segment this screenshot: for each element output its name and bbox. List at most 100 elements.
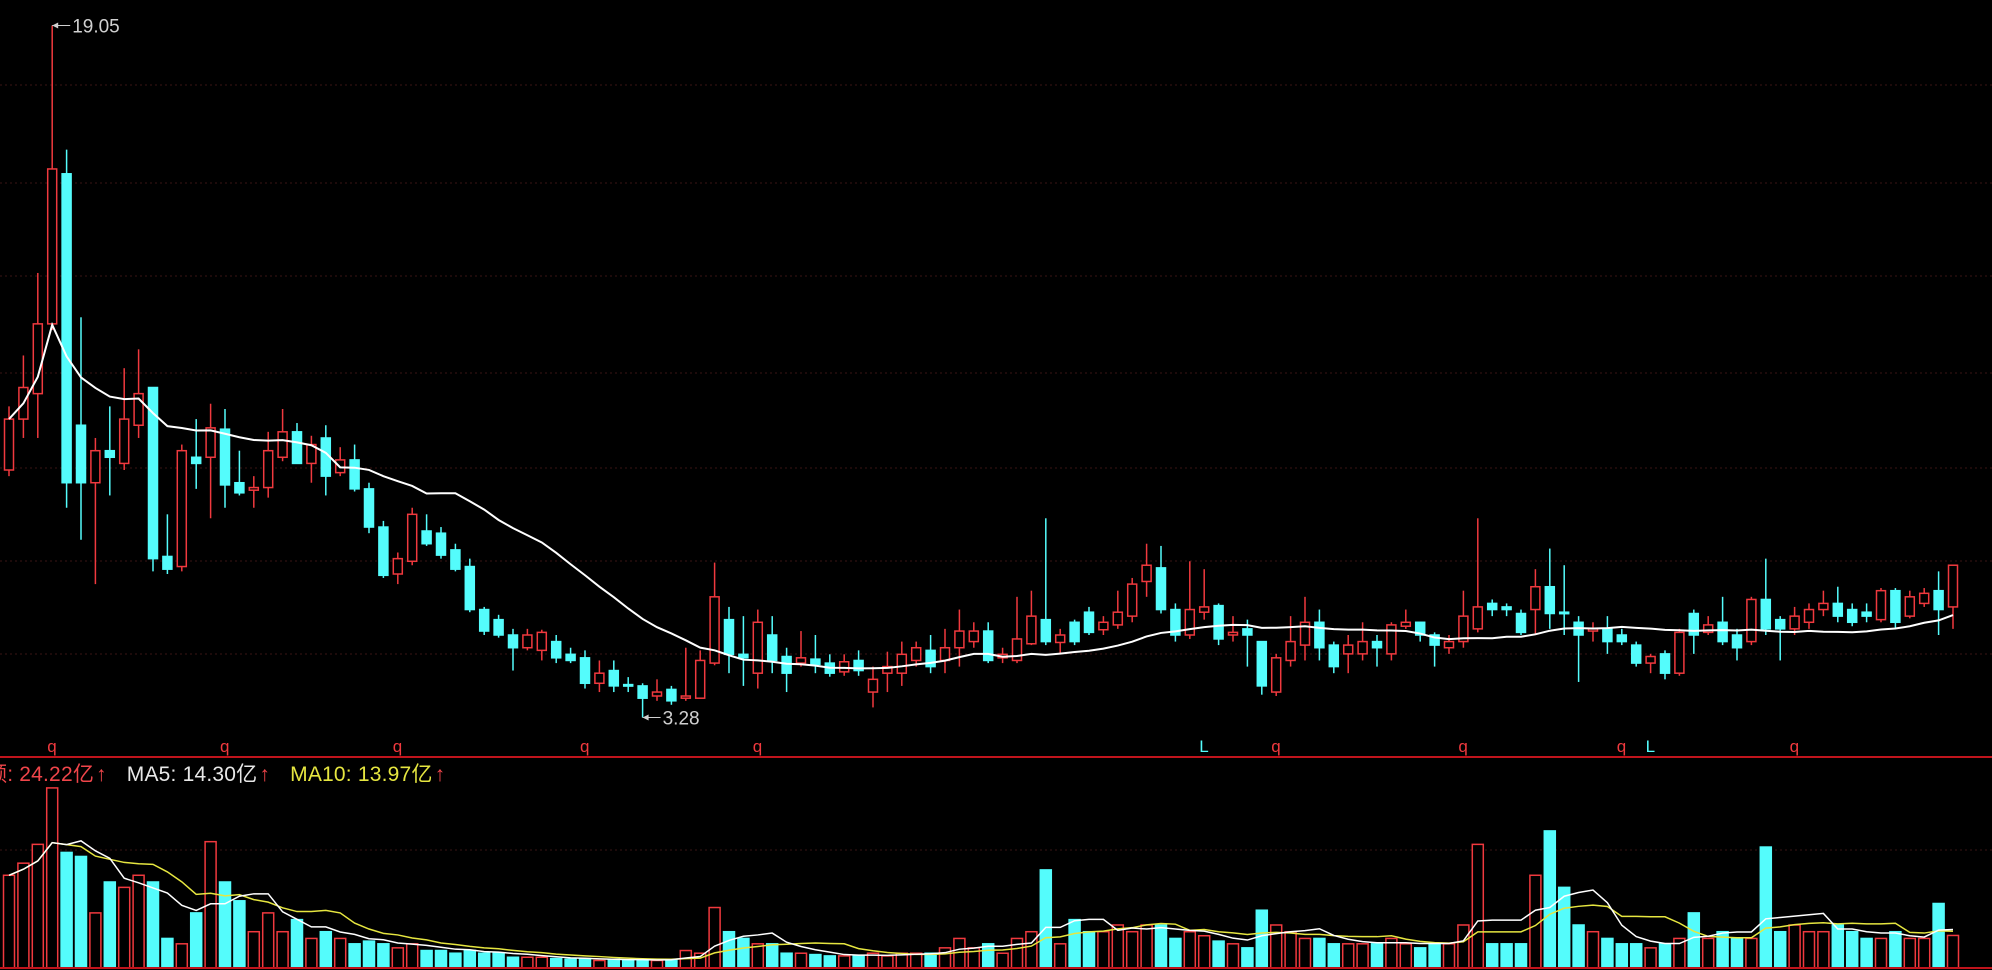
candle	[867, 666, 879, 708]
candle	[1645, 653, 1656, 674]
candle-body	[752, 621, 764, 674]
volume-bar	[1932, 902, 1945, 969]
candle	[1486, 599, 1498, 617]
candle	[1458, 590, 1469, 648]
candle	[1947, 564, 1959, 629]
candle-body	[637, 685, 648, 699]
candle	[493, 614, 504, 638]
volume-ma5-value: MA5: 14.30亿	[126, 763, 258, 786]
candle-body	[493, 618, 504, 636]
candle	[1933, 571, 1944, 636]
candle-body	[1198, 606, 1210, 613]
candle-body	[1011, 638, 1023, 662]
candle-body	[147, 386, 159, 560]
candle-body	[291, 431, 303, 465]
candle-body	[1947, 564, 1959, 608]
candle-body	[1760, 598, 1772, 630]
candle	[1227, 616, 1239, 642]
candle-body	[1890, 589, 1901, 624]
candle	[651, 679, 663, 701]
candle-body	[1256, 640, 1268, 687]
candle	[507, 628, 519, 671]
candle-body	[1184, 608, 1196, 636]
candle-body	[1789, 615, 1800, 630]
candle-body	[1357, 640, 1368, 655]
candle-body	[925, 649, 936, 668]
candle	[1717, 596, 1728, 646]
candle	[1184, 561, 1196, 639]
volume-bar	[1442, 943, 1456, 969]
candle	[277, 408, 288, 462]
candle	[104, 406, 116, 496]
candle	[435, 527, 447, 559]
candle	[896, 641, 908, 686]
volume-indicator-header: 额: 24.22亿↑ MA5: 14.30亿↑ MA10: 13.97亿↑	[0, 758, 447, 788]
volume-bar	[45, 787, 59, 969]
candle	[1774, 616, 1786, 661]
candle-body	[1530, 585, 1541, 611]
volume-bar	[765, 943, 779, 969]
candle	[450, 543, 461, 572]
volume-bar	[1845, 930, 1859, 969]
volume-bar	[938, 947, 952, 969]
candle	[1213, 603, 1224, 646]
candle-body	[133, 392, 144, 426]
candle	[1573, 616, 1584, 682]
volume-bar	[1068, 918, 1081, 969]
candle-body	[1400, 621, 1412, 627]
volume-bar	[276, 930, 289, 969]
candle-body	[219, 428, 231, 486]
volume-bar	[362, 940, 376, 969]
candle-body	[1544, 585, 1556, 615]
volume-bar	[1197, 934, 1211, 969]
candle-body	[1026, 615, 1037, 645]
candle-body	[507, 634, 519, 649]
candle	[1832, 586, 1844, 623]
volume-bar	[1615, 943, 1629, 969]
candle	[478, 606, 490, 636]
candle-body	[982, 630, 994, 662]
candle-body	[378, 526, 389, 577]
candle	[205, 403, 216, 519]
candle-body	[666, 688, 677, 702]
candle-body	[104, 449, 116, 459]
candle	[1198, 569, 1210, 620]
volume-bar	[247, 930, 261, 969]
volume-bar	[1773, 930, 1787, 969]
candle	[248, 476, 260, 508]
volume-bar	[1241, 947, 1254, 969]
candle-body	[1688, 612, 1700, 636]
volume-bar	[1140, 924, 1153, 969]
volume-bar	[189, 912, 203, 969]
marker-q: q	[1458, 737, 1467, 756]
candle	[1731, 628, 1743, 661]
marker-q: q	[220, 737, 229, 756]
volume-bar	[1183, 930, 1197, 969]
candle	[1098, 616, 1109, 636]
candle-body	[1285, 640, 1296, 662]
volume-bar	[1601, 937, 1614, 969]
volume-bar	[1327, 943, 1341, 969]
candle-body	[162, 555, 173, 570]
marker-q: q	[47, 737, 56, 756]
candle-body	[550, 640, 562, 659]
volume-bar	[1730, 937, 1744, 969]
candle-body	[1170, 608, 1181, 636]
candle	[594, 660, 605, 693]
candle-body	[968, 630, 980, 643]
candle-body	[1054, 634, 1066, 644]
candle	[291, 423, 303, 465]
volume-ma10-value: MA10: 13.97亿	[290, 763, 433, 786]
candle-body	[810, 658, 821, 666]
volume-bar	[233, 900, 246, 969]
candle	[910, 641, 922, 667]
volume-bar	[823, 955, 837, 969]
candle	[306, 435, 317, 483]
volume-bar	[449, 952, 462, 969]
candle-body	[1386, 624, 1397, 655]
candle-body	[896, 653, 908, 674]
candle	[694, 650, 706, 699]
candle-body	[1933, 589, 1944, 611]
candle-body	[1299, 621, 1311, 646]
